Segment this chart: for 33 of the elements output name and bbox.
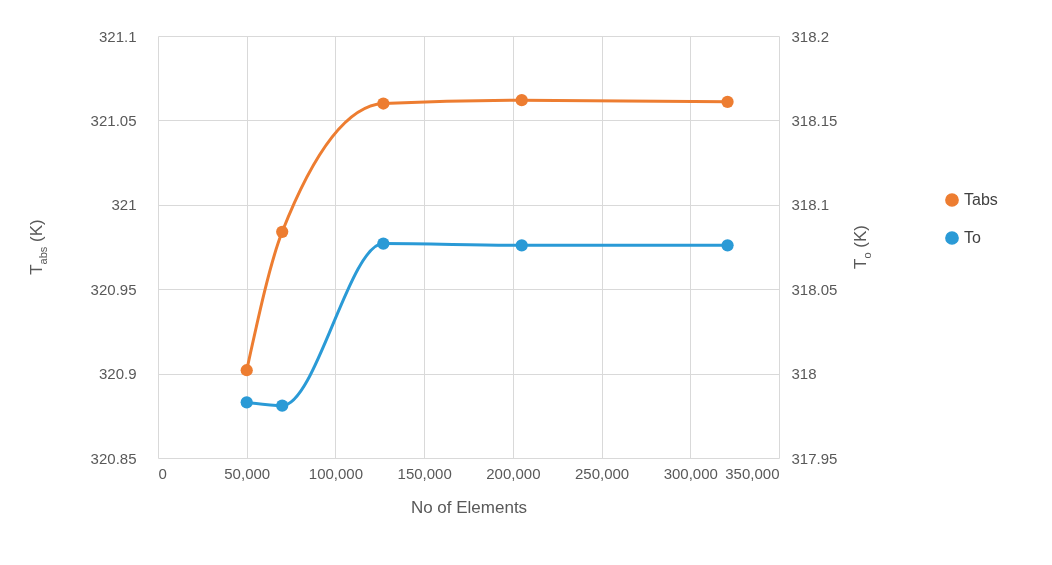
y-tick-label: 320.95 <box>90 280 137 298</box>
x-tick-label: 150,000 <box>397 464 452 482</box>
y-tick-label: 321.1 <box>98 27 137 45</box>
y-tick-label: 321.05 <box>90 111 137 129</box>
y-tick-label: 321 <box>111 196 137 214</box>
x-tick-label: 350,000 <box>725 464 780 482</box>
y2-tick-label: 318.05 <box>791 280 838 298</box>
x-tick-label: 100,000 <box>308 464 364 482</box>
y2-tick-label: 318.1 <box>791 196 830 214</box>
y2-tick-label: 318.15 <box>791 111 838 129</box>
x-axis-title: No of Elements <box>410 497 528 517</box>
point <box>721 239 734 252</box>
x-tick-label: 200,000 <box>486 464 541 482</box>
point <box>276 399 289 412</box>
legend-label: To <box>964 229 981 246</box>
point <box>377 237 390 250</box>
y2-tick-label: 317.95 <box>791 449 838 467</box>
point <box>240 364 253 377</box>
legend-label: Tabs <box>964 191 998 208</box>
y-tick-label: 320.9 <box>98 365 137 383</box>
x-tick-label: 300,000 <box>663 464 718 482</box>
y-tick-label: 320.85 <box>90 449 137 467</box>
y2-tick-label: 318.2 <box>791 27 830 45</box>
y2-tick-label: 318 <box>791 365 817 383</box>
x-tick-label: 50,000 <box>224 464 271 482</box>
x-tick-label: 0 <box>158 464 167 482</box>
point <box>515 94 528 107</box>
point <box>515 239 528 252</box>
point <box>377 97 390 110</box>
point <box>276 225 289 238</box>
point <box>721 95 734 108</box>
point <box>240 396 253 409</box>
x-tick-label: 250,000 <box>574 464 630 482</box>
